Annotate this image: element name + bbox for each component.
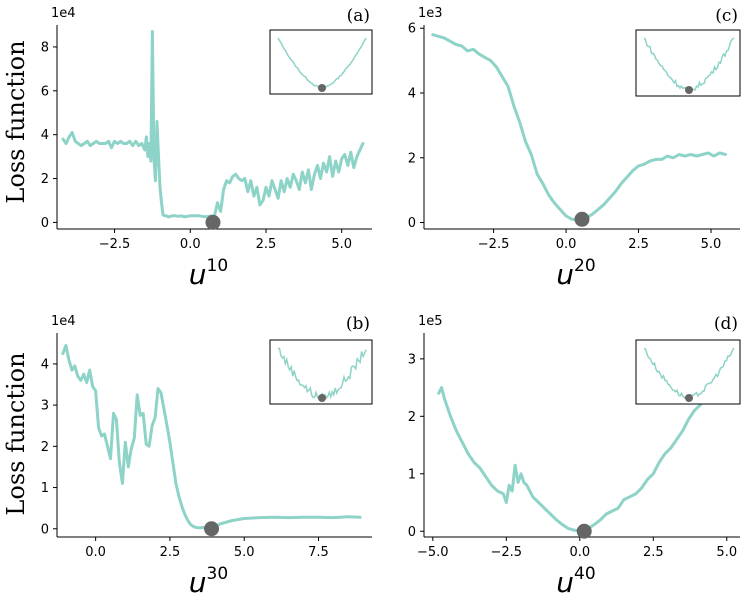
xtick-label-c-3: 5.0	[701, 237, 722, 252]
xlabel-base-c: u	[556, 258, 574, 291]
ytick-label-b-0: 0	[41, 522, 49, 537]
xtick-label-b-1: 2.5	[160, 545, 181, 560]
ytick-label-b-2: 2	[41, 440, 49, 455]
ytick-label-a-1: 2	[41, 172, 49, 187]
inset-marker-a	[318, 84, 326, 92]
xtick-label-d-4: 5.0	[716, 545, 737, 560]
xtick-label-c-2: 2.5	[628, 237, 649, 252]
xtick-label-b-0: 0.0	[85, 545, 106, 560]
ytick-label-d-0: 0	[408, 525, 416, 540]
ylabel-top: Loss function	[2, 40, 30, 203]
xlabel-a: u10	[189, 256, 228, 291]
xtick-label-d-0: −5.0	[417, 545, 449, 560]
xtick-label-a-3: 5.0	[331, 237, 352, 252]
panel-a: −2.5 0.0 2.5 5.0 0 2 4 6 8 1e4 (a) u10	[41, 6, 373, 291]
minimum-marker-a	[205, 214, 221, 230]
inset-marker-b	[318, 394, 326, 402]
xtick-label-a-2: 2.5	[256, 237, 277, 252]
ytick-label-c-1: 2	[408, 151, 416, 166]
xlabel-base-d: u	[556, 566, 574, 597]
ytick-label-b-1: 1	[41, 481, 49, 496]
inset-marker-d	[685, 394, 693, 402]
minimum-marker-d	[576, 523, 592, 539]
xtick-label-a-0: −2.5	[99, 237, 131, 252]
inset-frame-d	[635, 339, 741, 405]
inset-d	[635, 339, 741, 405]
xtick-label-b-2: 5.0	[234, 545, 255, 560]
sci-label-d: 1e5	[418, 314, 443, 329]
ytick-label-c-0: 0	[408, 216, 416, 231]
sci-label-c: 1e3	[418, 6, 443, 21]
inset-a	[269, 29, 373, 95]
sci-label-b: 1e4	[51, 314, 76, 329]
ytick-label-b-3: 3	[41, 399, 49, 414]
ytick-label-d-3: 3	[408, 352, 416, 367]
xlabel-sup-d: 40	[574, 564, 596, 584]
ytick-label-d-2: 2	[408, 410, 416, 425]
ytick-label-a-4: 8	[41, 40, 49, 55]
xtick-label-b-3: 7.5	[308, 545, 329, 560]
panel-label-d: (d)	[714, 314, 738, 334]
series-line-d	[437, 386, 708, 533]
ytick-label-c-2: 4	[408, 87, 416, 102]
xlabel-base-a: u	[189, 258, 207, 291]
panel-label-a: (a)	[347, 6, 370, 26]
minimum-marker-c	[574, 211, 590, 227]
inset-b	[269, 339, 373, 405]
xtick-label-d-1: −2.5	[491, 545, 523, 560]
xlabel-base-b: u	[189, 566, 207, 597]
xlabel-sup-a: 10	[207, 256, 229, 276]
inset-frame-b	[269, 339, 373, 405]
ytick-label-d-1: 1	[408, 467, 416, 482]
xlabel-c: u20	[556, 256, 595, 291]
xtick-label-d-2: 0.0	[569, 545, 590, 560]
xtick-label-a-1: 0.0	[180, 237, 201, 252]
sci-label-a: 1e4	[51, 6, 76, 21]
xlabel-b: u30	[189, 564, 228, 597]
ytick-label-c-3: 6	[408, 22, 416, 37]
xlabel-d: u40	[556, 564, 595, 597]
inset-frame-a	[269, 29, 373, 95]
inset-line-b	[277, 347, 367, 400]
inset-frame-c	[635, 29, 741, 97]
series-line-b	[61, 343, 362, 531]
xtick-label-d-3: 2.5	[643, 545, 664, 560]
xlabel-sup-c: 20	[574, 256, 596, 276]
xlabel-sup-b: 30	[207, 564, 229, 584]
minimum-marker-b	[204, 521, 220, 537]
xtick-label-c-1: 0.0	[556, 237, 577, 252]
panel-b: 0.0 2.5 5.0 7.5 0 1 2 3 4 1e4 (b) u30	[41, 314, 373, 597]
ytick-label-a-2: 4	[41, 128, 49, 143]
inset-c	[635, 29, 741, 97]
ylabel-bottom: Loss function	[2, 352, 30, 515]
ytick-label-a-3: 6	[41, 84, 49, 99]
ytick-label-b-4: 4	[41, 357, 49, 372]
xtick-label-c-0: −2.5	[478, 237, 510, 252]
inset-marker-c	[685, 86, 693, 94]
panel-label-c: (c)	[715, 6, 738, 26]
ytick-label-a-0: 0	[41, 216, 49, 231]
panel-d: −5.0 −2.5 0.0 2.5 5.0 0 1 2 3 1e5 (d) u40	[408, 314, 741, 597]
panel-label-b: (b)	[346, 314, 370, 334]
